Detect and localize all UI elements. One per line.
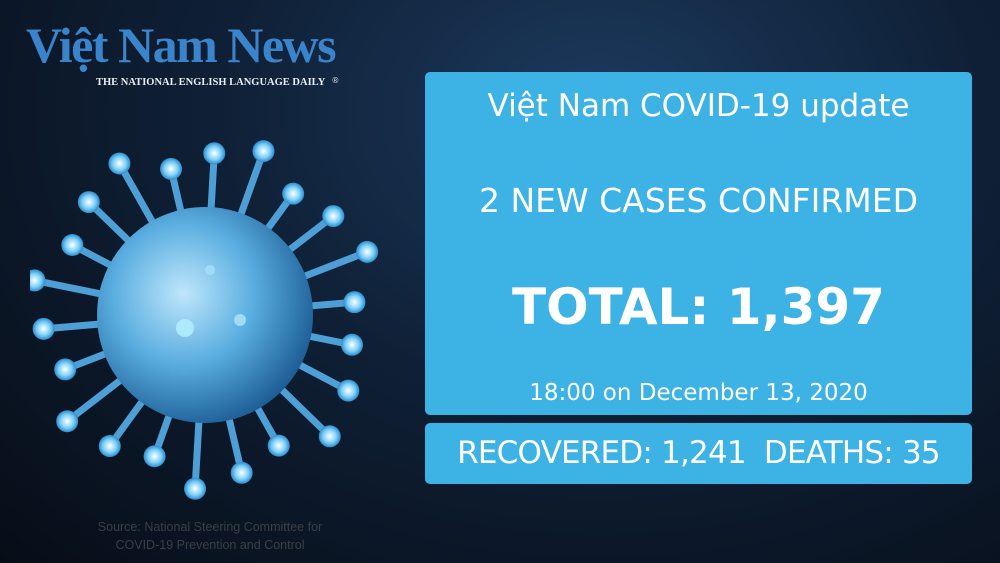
virus-spike-tip: [343, 291, 366, 314]
virus-spike-tip: [341, 333, 364, 356]
virus-spike-tip: [77, 191, 100, 214]
source-note: Source: National Steering Committee for …: [60, 518, 360, 554]
virus-spike-tip: [32, 317, 55, 340]
virus-spike-tip: [322, 205, 345, 228]
virus-spike-tip: [267, 434, 290, 457]
source-line: COVID-19 Prevention and Control: [115, 538, 305, 552]
deaths-count: DEATHS: 35: [763, 435, 941, 471]
virus-spike-tip: [184, 477, 207, 500]
virus-spike-tip: [30, 269, 46, 292]
virus-spike-tip: [54, 358, 77, 381]
timestamp: 18:00 on December 13, 2020: [529, 380, 868, 406]
virus-spike-tip: [337, 379, 360, 402]
logo: Việt Nam News THE NATIONAL ENGLISH LANGU…: [26, 16, 356, 90]
covid-update-panel: Việt Nam COVID-19 update 2 NEW CASES CON…: [425, 72, 972, 415]
registered-mark: ®: [331, 76, 340, 85]
virus-spike-tip: [203, 142, 226, 165]
new-cases: 2 NEW CASES CONFIRMED: [478, 181, 919, 220]
coronavirus-icon: [30, 140, 379, 500]
virus-spike-tip: [56, 410, 79, 433]
virus-spike-tip: [143, 445, 166, 468]
virus-spot: [205, 265, 215, 275]
total-cases: TOTAL: 1,397: [512, 278, 885, 336]
stats-panel: RECOVERED: 1,241 DEATHS: 35: [425, 423, 972, 484]
logo-tagline: THE NATIONAL ENGLISH LANGUAGE DAILY: [96, 77, 326, 88]
source-line: Source: National Steering Committee for: [97, 520, 323, 534]
virus-spike-tip: [108, 152, 131, 175]
virus-spike-tip: [318, 425, 341, 448]
virus-spike-tip: [356, 240, 379, 263]
panel-title: Việt Nam COVID-19 update: [487, 88, 910, 124]
virus-spike-tip: [61, 233, 84, 256]
virus-spike-tip: [160, 157, 183, 180]
recovered-count: RECOVERED: 1,241: [457, 435, 746, 471]
logo-name: Việt Nam News: [26, 17, 337, 73]
virus-spot: [176, 319, 194, 337]
virus-spot: [234, 314, 246, 326]
virus-spike-tip: [282, 182, 305, 205]
virus-spike-tip: [230, 461, 253, 484]
logo-tagline-row: THE NATIONAL ENGLISH LANGUAGE DAILY ®: [26, 76, 356, 90]
virus-spike-tip: [98, 435, 121, 458]
virus-spike-tip: [252, 140, 275, 163]
virus-body: [97, 207, 313, 423]
